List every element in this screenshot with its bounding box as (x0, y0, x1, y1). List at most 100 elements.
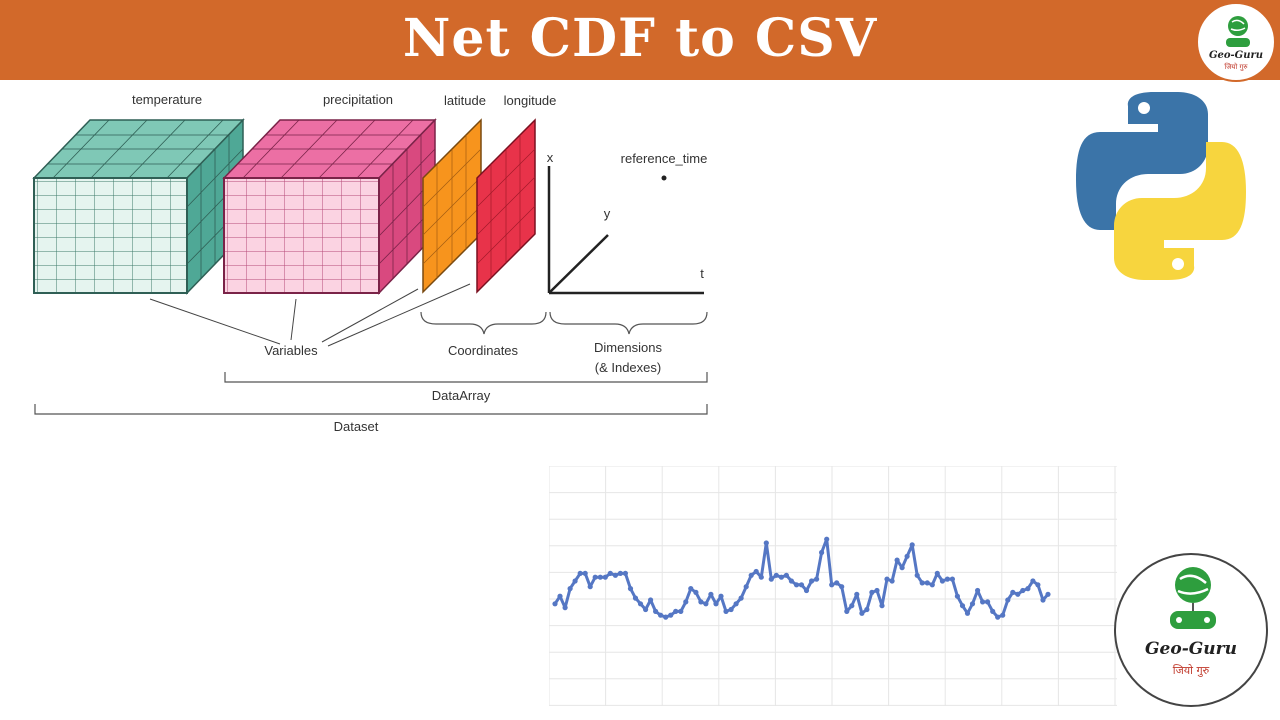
logo-name: Geo-Guru (1208, 50, 1264, 61)
temperature-cube (32, 118, 245, 295)
chart-point-80 (954, 593, 960, 599)
chart-point-24 (673, 608, 679, 614)
chart-point-52 (814, 576, 820, 582)
axis-label-t: t (700, 266, 704, 281)
chart-point-51 (809, 578, 815, 584)
chart-point-41 (758, 574, 764, 580)
chart-point-17 (637, 601, 644, 607)
chart-point-78 (944, 576, 950, 582)
logo-tagline: जियो गुरु (1224, 63, 1248, 71)
chart-point-60 (854, 591, 860, 597)
chart-point-5 (577, 570, 583, 576)
chart-point-97 (1040, 597, 1046, 603)
chart-point-23 (668, 612, 674, 618)
chart-point-92 (1015, 591, 1021, 597)
chart-point-10 (602, 574, 608, 580)
chart-point-31 (708, 591, 714, 597)
chart-point-66 (884, 576, 890, 582)
chart-point-88 (995, 614, 1001, 620)
chart-point-89 (1000, 612, 1006, 618)
chart-point-21 (658, 612, 664, 618)
python-icon (1076, 92, 1246, 280)
chart-point-29 (698, 599, 704, 605)
logo-name: Geo-Guru (1145, 639, 1237, 659)
label-dataarray: DataArray (432, 388, 491, 403)
chart-point-25 (678, 608, 684, 614)
chart-point-46 (783, 572, 789, 578)
globe-gamepad-icon (1170, 567, 1216, 629)
chart-points (552, 536, 1051, 620)
chart-point-2 (562, 605, 568, 611)
chart-point-38 (743, 584, 749, 590)
chart-point-43 (768, 576, 774, 582)
chart-point-59 (849, 603, 855, 609)
chart-point-4 (572, 578, 578, 584)
chart-point-11 (607, 570, 613, 576)
variable-connectors (149, 283, 471, 347)
chart-point-20 (653, 608, 659, 614)
chart-point-77 (939, 578, 945, 584)
chart-point-30 (703, 601, 709, 607)
chart-point-3 (567, 586, 573, 592)
chart-point-82 (964, 610, 971, 616)
chart-point-13 (617, 570, 623, 576)
chart-point-1 (557, 593, 563, 599)
chart-point-15 (627, 586, 634, 592)
chart-point-93 (1020, 587, 1026, 594)
chart-point-34 (723, 608, 729, 614)
chart-point-64 (874, 587, 880, 594)
chart-point-55 (829, 582, 835, 588)
line-chart (549, 466, 1117, 706)
geo-guru-logo-bottom: Geo-Guru जियो गुरु (1114, 553, 1268, 707)
chart-point-42 (763, 540, 769, 546)
chart-point-61 (859, 610, 865, 616)
chart-point-94 (1025, 586, 1031, 592)
chart-point-95 (1030, 578, 1036, 584)
chart-point-74 (924, 580, 930, 586)
chart-point-62 (864, 606, 870, 613)
chart-point-40 (753, 568, 759, 575)
label-coordinates: Coordinates (448, 343, 519, 358)
reference-time-point (661, 175, 667, 181)
chart-point-54 (824, 536, 830, 542)
chart-point-35 (728, 606, 734, 613)
chart-point-69 (899, 565, 905, 571)
chart-point-70 (904, 553, 910, 559)
chart-point-85 (980, 599, 986, 605)
chart-point-0 (552, 601, 558, 607)
chart-point-86 (985, 599, 991, 605)
chart-point-14 (622, 570, 628, 576)
page-title: Net CDF to CSV (402, 8, 878, 69)
chart-point-32 (713, 601, 719, 607)
geo-guru-logo: Geo-Guru जियो गुरु (1196, 2, 1276, 82)
label-variables: Variables (264, 343, 318, 358)
chart-point-65 (879, 603, 885, 609)
chart-point-8 (592, 574, 598, 580)
chart-point-12 (612, 572, 618, 578)
chart-grid (549, 466, 1117, 706)
chart-point-33 (718, 593, 724, 599)
label-dimensions: Dimensions (594, 340, 662, 355)
chart-point-79 (949, 576, 955, 582)
chart-point-73 (919, 580, 925, 586)
label-temperature: temperature (132, 92, 202, 107)
chart-point-9 (597, 574, 603, 580)
chart-point-44 (773, 572, 779, 578)
chart-point-96 (1035, 582, 1041, 588)
chart-point-98 (1045, 591, 1051, 597)
chart-point-27 (688, 586, 694, 592)
logo-tagline: जियो गुरु (1172, 664, 1210, 677)
chart-point-26 (683, 599, 689, 605)
chart-point-57 (839, 584, 845, 590)
chart-point-84 (975, 587, 981, 594)
chart-point-48 (793, 582, 800, 588)
chart-point-63 (869, 589, 875, 595)
chart-point-71 (909, 542, 915, 548)
chart-point-16 (632, 595, 639, 601)
chart-point-7 (587, 584, 593, 590)
globe-gamepad-icon (1226, 16, 1250, 47)
chart-point-36 (733, 601, 739, 607)
axis-label-x: x (547, 150, 554, 165)
precipitation-cube (222, 118, 437, 295)
chart-point-72 (914, 572, 920, 578)
